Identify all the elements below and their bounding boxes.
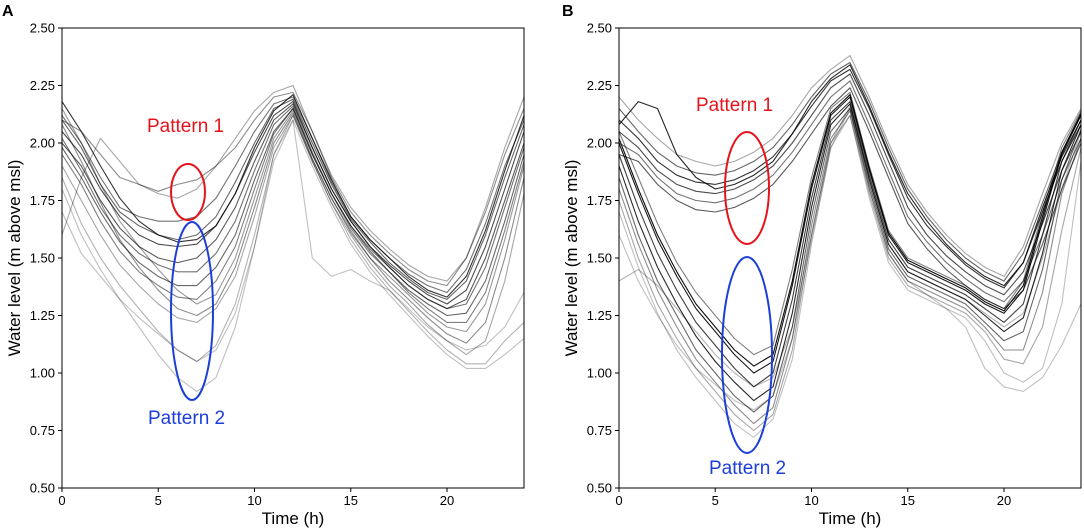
panel-a-x-axis-label: Time (h) [262,509,325,528]
panel-b-series-line-lower-4 [618,103,1082,402]
panel-b-series-line-lower-10 [618,105,1082,388]
panel-a-series-line-day-3 [61,98,525,300]
panel-a-y-tick-label: 0.50 [30,481,55,496]
panel-b-series-line-lower-11 [618,94,1082,367]
panel-a-pattern-2-ellipse [170,221,214,401]
panel-a-series-line-day-11 [61,114,525,356]
panel-a-x-ticks: 0 5 10 15 20 [58,488,454,508]
panel-a-series-line-day-10 [61,112,525,344]
panel-b-y-tick-label: 0.75 [587,423,612,438]
panel-b-series-line-lower-8 [618,114,1082,438]
panel-a-series-line-day-4 [61,101,525,305]
panel-b-series-line-lower-2 [618,96,1082,374]
panel-a-series-line-day-9 [61,108,525,333]
panel-a-x-tick-label: 10 [247,493,261,508]
panel-a-y-tick-label: 1.25 [30,308,55,323]
panel-a-y-tick-label: 2.25 [30,78,55,93]
panel-a-x-tick-label: 0 [58,493,65,508]
panel-b-y-axis-label: Water level (m above msl) [562,160,581,357]
panel-b-pattern-1-ellipse [724,131,770,245]
panel-a-series-line-day-12 [61,114,525,365]
panel-b-series-line-lower-6 [618,110,1082,425]
panel-b-series-line-upper-4 [618,73,1082,296]
panel-a-y-tick-label: 2.50 [30,21,55,36]
panel-a-series-line-day-8 [61,107,525,323]
panel-a-pattern-1-label: Pattern 1 [147,116,224,137]
panel-a-x-tick-label: 5 [155,493,162,508]
panel-b-series-line-lower-5 [618,107,1082,413]
panel-b-pattern-1-label: Pattern 1 [696,95,773,116]
panel-b: B 0.50 0.75 1.00 1.25 1.50 1.75 2.00 2.25 2.50 0… [562,3,1082,528]
panel-a: A 0.50 0.75 1.00 1.25 1.50 1.75 2.00 2.25 2.50 0… [2,3,525,528]
panel-a-pattern-1-ellipse [170,163,206,221]
panel-b-y-tick-label: 1.75 [587,193,612,208]
panel-b-series-line-upper-7 [618,64,1082,287]
panel-b-series-line-lower-3 [618,101,1082,388]
panel-b-x-tick-label: 5 [712,493,719,508]
panel-b-x-tick-label: 15 [901,493,915,508]
panel-b-pattern-2-ellipse [721,256,773,454]
panel-a-series-line-day-2 [61,96,525,294]
panel-a-series-group [61,84,525,392]
panel-b-series-line-upper-2 [618,61,1082,282]
panel-a-y-axis-label: Water level (m above msl) [5,160,24,357]
panel-a-y-tick-label: 1.75 [30,193,55,208]
panel-b-x-tick-label: 0 [615,493,622,508]
panel-a-pattern-2-label: Pattern 2 [148,408,225,429]
panel-b-y-tick-label: 1.25 [587,308,612,323]
panel-letter-b: B [562,3,574,20]
panel-a-series-line-day-14 [61,119,525,363]
panel-a-y-tick-label: 2.00 [30,136,55,151]
panel-a-series-line-day-15 [61,84,525,282]
panel-b-y-tick-label: 2.00 [587,136,612,151]
panel-b-x-axis-label: Time (h) [819,509,882,528]
panel-b-y-ticks: 0.50 0.75 1.00 1.25 1.50 1.75 2.00 2.25 2.50 [587,21,619,496]
panel-b-pattern-2-label: Pattern 2 [709,458,786,479]
panel-b-y-tick-label: 1.00 [587,366,612,381]
panel-a-x-tick-label: 20 [440,493,454,508]
panel-a-y-tick-label: 0.75 [30,423,55,438]
panel-a-series-line-day-6 [61,105,525,310]
panel-b-series-line-lower-9 [618,107,1082,411]
panel-b-series-line-upper-3 [618,68,1082,289]
panel-b-x-tick-label: 10 [804,493,818,508]
panel-b-y-tick-label: 2.25 [587,78,612,93]
panel-a-series-line-day-16 [61,94,525,298]
panel-b-x-tick-label: 20 [997,493,1011,508]
panel-a-series-line-day-13 [61,119,525,392]
panel-b-series-line-lower-1 [618,91,1082,356]
panel-a-y-tick-label: 1.50 [30,251,55,266]
panel-b-y-tick-label: 2.50 [587,21,612,36]
panel-b-x-ticks: 0 5 10 15 20 [615,488,1011,508]
panel-a-y-ticks: 0.50 0.75 1.00 1.25 1.50 1.75 2.00 2.25 2.50 [30,21,62,496]
panel-a-series-line-day-1 [61,91,525,287]
panel-letter-a: A [2,3,14,20]
panel-a-y-tick-label: 1.00 [30,366,55,381]
panel-b-y-tick-label: 1.50 [587,251,612,266]
panel-b-series-group [618,55,1082,438]
panel-b-series-line-upper-1 [618,55,1082,277]
panel-b-series-line-upper-5 [618,80,1082,303]
panel-a-x-tick-label: 15 [344,493,358,508]
panel-b-series-line-lower-7 [618,114,1082,432]
panel-b-y-tick-label: 0.50 [587,481,612,496]
